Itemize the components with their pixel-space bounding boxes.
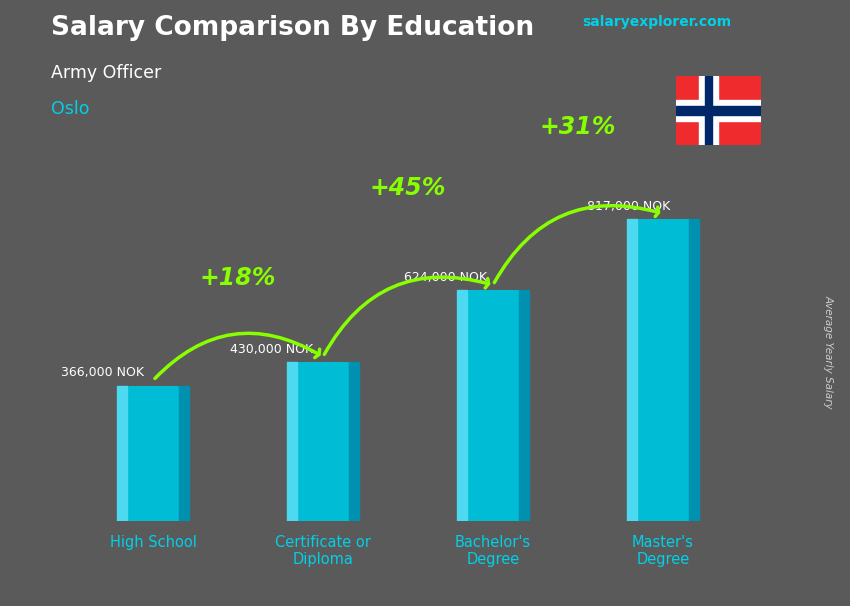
Bar bbox=[705, 76, 712, 145]
Text: salaryexplorer.com: salaryexplorer.com bbox=[582, 15, 731, 29]
Text: Average Yearly Salary: Average Yearly Salary bbox=[824, 295, 834, 408]
Bar bbox=[457, 290, 467, 521]
Bar bbox=[699, 76, 718, 145]
Bar bbox=[627, 219, 637, 521]
Text: 624,000 NOK: 624,000 NOK bbox=[404, 271, 487, 284]
Bar bbox=[117, 386, 189, 521]
Bar bbox=[117, 386, 127, 521]
Bar bbox=[287, 362, 297, 521]
Text: 817,000 NOK: 817,000 NOK bbox=[587, 199, 671, 213]
Text: +18%: +18% bbox=[200, 266, 276, 290]
Bar bbox=[676, 100, 761, 121]
Bar bbox=[519, 290, 529, 521]
Text: Salary Comparison By Education: Salary Comparison By Education bbox=[51, 15, 534, 41]
Bar bbox=[179, 386, 189, 521]
Text: 430,000 NOK: 430,000 NOK bbox=[230, 343, 314, 356]
Bar bbox=[676, 106, 761, 115]
Bar bbox=[287, 362, 359, 521]
Text: Army Officer: Army Officer bbox=[51, 64, 162, 82]
Text: Oslo: Oslo bbox=[51, 100, 89, 118]
Text: +45%: +45% bbox=[370, 176, 446, 199]
Bar bbox=[457, 290, 529, 521]
Bar bbox=[689, 219, 699, 521]
Bar bbox=[349, 362, 359, 521]
Bar bbox=[627, 219, 699, 521]
Text: 366,000 NOK: 366,000 NOK bbox=[60, 367, 144, 379]
Text: +31%: +31% bbox=[540, 115, 616, 139]
